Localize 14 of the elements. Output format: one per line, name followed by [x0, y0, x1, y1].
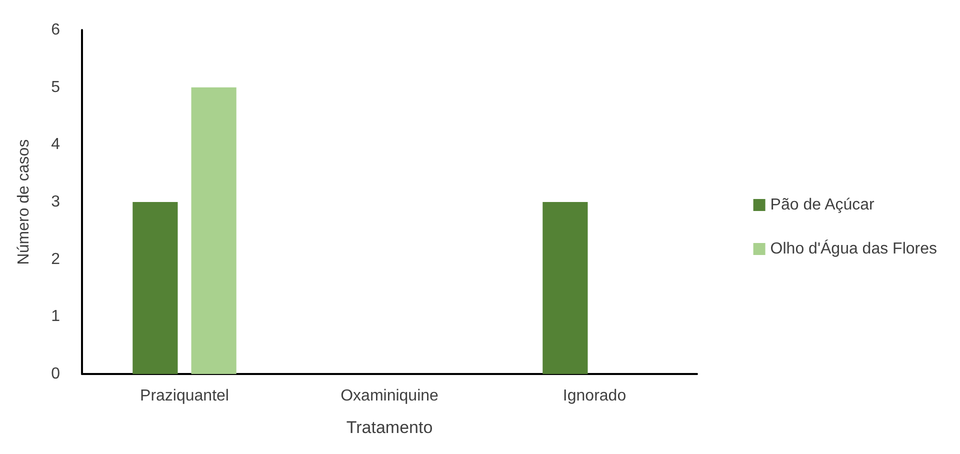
x-axis-title: Tratamento: [346, 418, 433, 437]
x-tick-label: Praziquantel: [140, 388, 229, 404]
legend-label: Olho d'Água das Flores: [770, 240, 937, 258]
x-tick-label: Oxaminiquine: [340, 388, 439, 404]
y-tick-label: 3: [51, 194, 60, 210]
y-axis-title: Número de casos: [16, 139, 32, 265]
y-tick-label: 6: [51, 22, 60, 38]
legend-label: Pão de Açúcar: [770, 196, 876, 214]
y-tick-label: 0: [51, 366, 60, 382]
y-tick-label: 4: [51, 136, 60, 154]
y-tick-label: 1: [51, 308, 60, 326]
y-tick-label: 2: [51, 250, 60, 268]
x-tick-label: Ignorado: [562, 388, 626, 404]
y-tick-label: 5: [51, 78, 60, 96]
